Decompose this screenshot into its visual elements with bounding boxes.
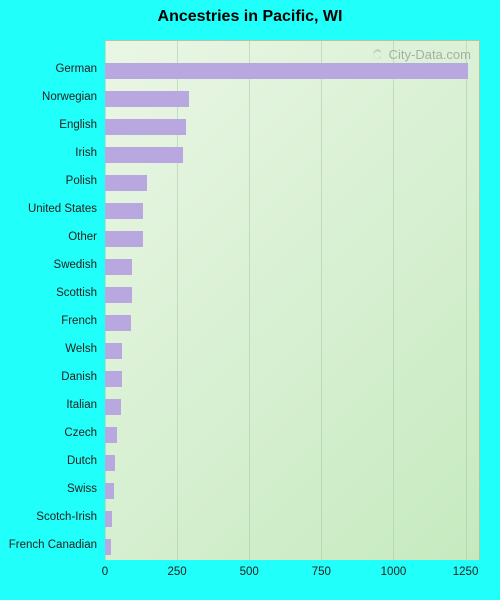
y-category-label: Czech <box>0 427 97 439</box>
x-tick-label: 250 <box>168 566 187 578</box>
bar <box>105 175 147 191</box>
bar <box>105 539 111 555</box>
bar <box>105 91 189 107</box>
bar <box>105 203 143 219</box>
y-category-label: United States <box>0 203 97 215</box>
bar <box>105 231 143 247</box>
bar <box>105 259 132 275</box>
y-category-label: Scottish <box>0 287 97 299</box>
bar <box>105 483 114 499</box>
y-category-label: Welsh <box>0 343 97 355</box>
bar <box>105 343 122 359</box>
bar <box>105 63 468 79</box>
x-tick-label: 1250 <box>453 566 479 578</box>
y-category-label: German <box>0 63 97 75</box>
y-category-label: Italian <box>0 399 97 411</box>
bar <box>105 371 122 387</box>
y-category-label: Norwegian <box>0 91 97 103</box>
x-gridline <box>321 41 322 561</box>
bar <box>105 511 112 527</box>
bar <box>105 147 183 163</box>
x-gridline <box>249 41 250 561</box>
x-tick-label: 500 <box>240 566 259 578</box>
y-category-label: Irish <box>0 147 97 159</box>
bar <box>105 315 131 331</box>
y-category-label: French <box>0 315 97 327</box>
y-category-label: Scotch-Irish <box>0 511 97 523</box>
y-category-label: French Canadian <box>0 539 97 551</box>
x-gridline <box>466 41 467 561</box>
plot-area: City-Data.com <box>105 40 480 560</box>
x-gridline <box>393 41 394 561</box>
bar <box>105 287 132 303</box>
y-category-label: Swiss <box>0 483 97 495</box>
bar <box>105 427 117 443</box>
page-root: Ancestries in Pacific, WI City-Data.com … <box>0 0 500 600</box>
bar <box>105 399 121 415</box>
watermark: City-Data.com <box>371 47 471 62</box>
watermark-text: City-Data.com <box>389 47 471 62</box>
bar <box>105 455 115 471</box>
bar <box>105 119 186 135</box>
y-category-label: Dutch <box>0 455 97 467</box>
y-category-label: English <box>0 119 97 131</box>
chart-title: Ancestries in Pacific, WI <box>0 8 500 26</box>
y-category-label: Other <box>0 231 97 243</box>
y-category-label: Swedish <box>0 259 97 271</box>
x-tick-label: 750 <box>312 566 331 578</box>
y-category-label: Polish <box>0 175 97 187</box>
x-tick-label: 1000 <box>381 566 407 578</box>
watermark-icon <box>371 48 385 62</box>
y-category-label: Danish <box>0 371 97 383</box>
x-tick-label: 0 <box>102 566 108 578</box>
